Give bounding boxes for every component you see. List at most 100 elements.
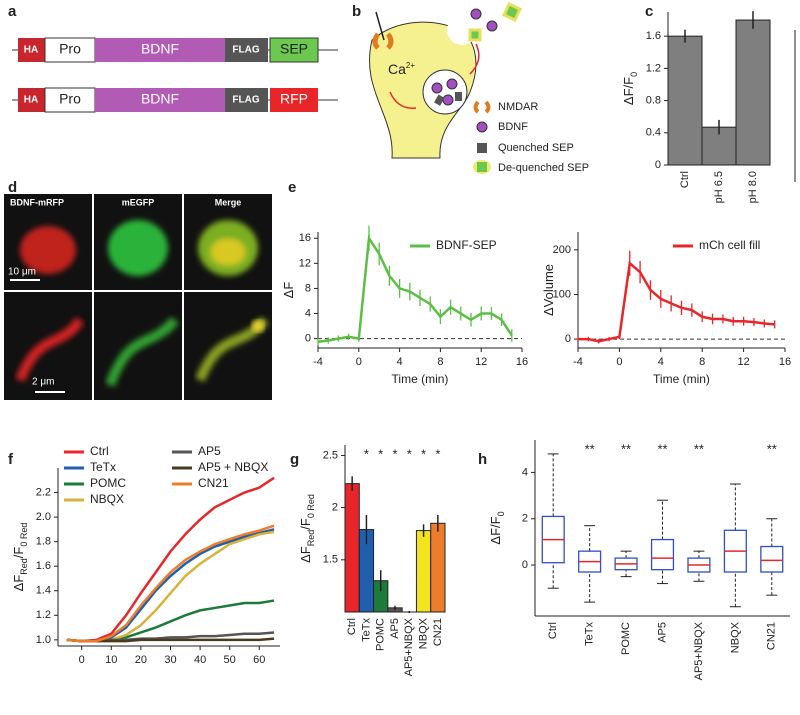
legend-label: mCh cell fill (699, 238, 760, 252)
image-label: Merge (215, 197, 242, 207)
y-axis-title: ΔFRed/F0 Red (11, 523, 29, 592)
segment-label: BDNF (141, 41, 179, 57)
segment-label: FLAG (232, 45, 259, 56)
x-tick-label: AP5+NBQX (693, 621, 705, 680)
legend-label: NBQX (90, 492, 124, 506)
y-tick-label: 100 (553, 288, 571, 300)
y-axis-title-part: ΔF (11, 575, 26, 592)
x-tick-label: 60 (253, 654, 265, 666)
x-tick-label: -4 (313, 356, 323, 368)
x-tick-label: CN21 (432, 618, 444, 646)
y-axis-title: ΔVolume (541, 264, 556, 316)
y-axis-title-part: 0 Red (306, 494, 316, 518)
y-axis-title-part: Red (306, 530, 316, 547)
y-axis-title-part: /F (11, 547, 26, 559)
series-line (66, 476, 275, 643)
micrographs: BDNF-mRFP mEGFP Merge 10 μm 2 μm (4, 194, 272, 400)
image-label: mEGFP (122, 197, 155, 207)
panel-label: a (8, 3, 17, 20)
panel-label: c (645, 3, 653, 20)
y-axis-title-part: 0 (496, 511, 506, 516)
x-tick-label: AP5 (389, 618, 401, 639)
x-tick-label: Ctrl (346, 618, 358, 635)
segment (95, 88, 225, 112)
significance: * (392, 446, 397, 461)
x-tick-label: AP5+NBQX (403, 617, 415, 676)
legend-label: Quenched SEP (498, 142, 574, 154)
significance: * (435, 446, 440, 461)
y-tick-label: 12 (299, 257, 311, 269)
series-line (578, 260, 775, 343)
box (650, 538, 675, 571)
y-tick-label: 1.8 (36, 536, 51, 548)
y-tick-label: 200 (553, 244, 571, 256)
x-tick-label: pH 6.5 (713, 171, 725, 203)
segment-label: SEP (280, 41, 308, 57)
significance: * (364, 446, 369, 461)
significance: ** (585, 441, 595, 456)
y-axis-title: ΔFRed/F0 Red (298, 494, 316, 563)
x-tick-label: TeTx (360, 618, 372, 642)
x-tick-label: NBQX (417, 617, 429, 649)
y-tick-label: 2.5 (323, 449, 338, 461)
x-tick-label: 4 (397, 356, 403, 368)
segment-label: Pro (59, 41, 81, 57)
y-axis-title-part: 0 Red (19, 523, 29, 547)
y-tick-label: 0.4 (646, 127, 661, 139)
x-tick-label: 30 (164, 654, 176, 666)
y-tick-label: 4 (305, 307, 311, 319)
x-tick-label: 16 (516, 356, 528, 368)
x-tick-label: 10 (105, 654, 117, 666)
x-tick-label: TeTx (584, 622, 596, 646)
x-tick-label: Ctrl (547, 622, 559, 639)
spine-diagram: Ca2+ NMDAR BDNF Quenched SEP De-quenched… (369, 2, 589, 174)
legend-label: CN21 (198, 476, 229, 490)
segment (225, 88, 268, 112)
bar (430, 522, 446, 613)
x-tick-label: POMC (375, 618, 387, 651)
panel-label: d (8, 179, 17, 196)
series-line (66, 637, 275, 643)
y-tick-label: 8 (305, 282, 311, 294)
y-tick-label: 0 (565, 333, 571, 345)
segment-label: Pro (59, 91, 81, 107)
x-axis-title: Time (min) (392, 372, 449, 386)
scale-bar-label: 10 μm (8, 267, 36, 278)
significance: * (378, 446, 383, 461)
segment (225, 38, 268, 62)
x-tick-label: 20 (135, 654, 147, 666)
scale-bar-label: 2 μm (32, 377, 54, 388)
segment (269, 37, 319, 63)
y-axis-title-part: Red (19, 558, 29, 575)
legend-label: De-quenched SEP (498, 162, 589, 174)
significance: ** (767, 441, 777, 456)
y-tick-label: 16 (299, 232, 311, 244)
y-axis-title-part: /F (298, 518, 313, 530)
x-tick-label: 0 (79, 654, 85, 666)
y-axis-title-part: ΔF (298, 546, 313, 563)
y-axis-title-part: ΔF (281, 282, 296, 299)
y-tick-label: 2.2 (36, 486, 51, 498)
y-axis-title: ΔF (281, 282, 296, 299)
x-tick-label: NBQX (729, 621, 741, 653)
y-axis-title-part: ΔF/F (488, 516, 503, 544)
x-tick-label: AP5 (656, 622, 668, 643)
y-axis-title-part: ΔF/F (621, 77, 636, 105)
y-tick-label: 2.0 (36, 511, 51, 523)
segment (18, 38, 45, 62)
x-tick-label: 4 (658, 356, 664, 368)
y-tick-label: 0.8 (646, 94, 661, 106)
panel-label: h (478, 451, 487, 468)
significance: * (407, 446, 412, 461)
y-axis-title-part: ΔVolume (541, 264, 556, 316)
y-tick-label: 0 (305, 333, 311, 345)
x-tick-label: 16 (779, 356, 791, 368)
y-tick-label: 0 (522, 559, 528, 571)
panel-label: b (352, 3, 361, 20)
x-tick-label: Ctrl (679, 171, 691, 188)
y-tick-label: 1.2 (36, 609, 51, 621)
significance: ** (657, 441, 667, 456)
segment-label: RFP (280, 91, 308, 107)
y-tick-label: 4 (522, 466, 528, 478)
